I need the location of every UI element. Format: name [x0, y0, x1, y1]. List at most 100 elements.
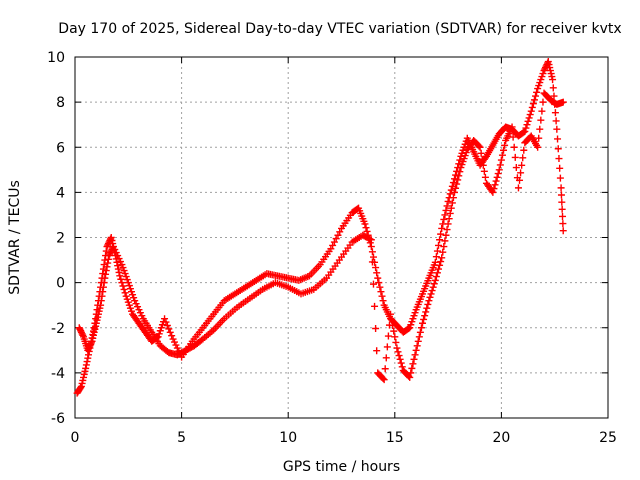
data-point-trace	[405, 325, 413, 333]
data-point-trace	[102, 267, 110, 275]
data-point-trace	[435, 241, 443, 249]
data-point-trace	[440, 215, 448, 223]
x-tick-label: 0	[71, 430, 80, 446]
data-point-trace	[455, 160, 463, 168]
data-point-trace	[430, 280, 438, 288]
data-point-trace	[384, 332, 392, 340]
x-tick-label: 20	[492, 430, 510, 446]
data-point-trace	[113, 258, 121, 266]
data-point-trace	[381, 365, 389, 373]
data-point-trace	[537, 116, 545, 124]
data-point-trace	[524, 117, 532, 125]
data-point-trace	[118, 279, 126, 287]
data-point	[412, 346, 420, 354]
data-point-trace	[411, 351, 419, 359]
data-point-trace	[162, 318, 170, 326]
data-point-trace	[501, 141, 509, 149]
data-point-trace	[79, 331, 87, 339]
data-point-trace	[441, 237, 449, 245]
data-point-trace	[559, 212, 567, 220]
data-point-trace	[426, 293, 434, 301]
data-point-trace	[442, 231, 450, 239]
data-point-trace	[452, 171, 460, 179]
data-point-trace	[104, 259, 112, 267]
data-point	[450, 188, 458, 196]
data-point	[521, 127, 529, 135]
data-point-trace	[435, 265, 443, 273]
data-point-trace	[389, 321, 397, 329]
data-point-trace	[366, 235, 374, 243]
data-point-trace	[98, 292, 106, 300]
data-point	[380, 376, 388, 384]
data-point-trace	[448, 199, 456, 207]
data-point-trace	[452, 184, 460, 192]
data-point-trace	[554, 145, 562, 153]
data-point-trace	[373, 347, 381, 355]
data-point-trace	[369, 253, 377, 261]
data-point-trace	[498, 151, 506, 159]
data-point	[549, 76, 557, 84]
data-point	[101, 274, 109, 282]
data-point-trace	[409, 360, 417, 368]
data-point-trace	[436, 261, 444, 269]
data-point-trace	[97, 297, 105, 305]
data-point-trace	[528, 103, 536, 111]
data-point	[553, 125, 561, 133]
data-point	[559, 98, 567, 106]
data-point-trace	[558, 205, 566, 213]
data-point-trace	[511, 153, 519, 161]
data-point-trace	[479, 161, 487, 169]
data-point	[438, 224, 446, 232]
data-point-trace	[423, 304, 431, 312]
data-point-trace	[526, 111, 534, 119]
data-point-trace	[492, 177, 500, 185]
data-point	[495, 166, 503, 174]
data-point-trace	[368, 248, 376, 256]
data-point-trace	[373, 269, 381, 277]
data-point-trace	[117, 275, 125, 283]
data-point-trace	[523, 121, 531, 129]
data-point	[476, 143, 484, 151]
data-point-trace	[392, 338, 400, 346]
data-point-trace	[428, 287, 436, 295]
data-point	[489, 188, 497, 196]
data-point-trace	[100, 279, 108, 287]
data-point-trace	[475, 142, 483, 150]
data-point-trace	[558, 198, 566, 206]
data-point-trace	[533, 88, 541, 96]
x-tick-label: 15	[386, 430, 404, 446]
y-tick-label: 2	[56, 231, 65, 247]
data-point-trace	[416, 328, 424, 336]
data-point-trace	[433, 269, 441, 277]
data-point-trace	[114, 262, 122, 270]
data-point-trace	[456, 168, 464, 176]
data-point-trace	[520, 146, 528, 154]
data-point-trace	[119, 282, 127, 290]
y-axis-label: SDTVAR / TECUs	[7, 180, 23, 295]
data-point	[406, 373, 414, 381]
data-point-trace	[449, 194, 457, 202]
data-point-trace	[390, 327, 398, 335]
data-point-trace	[413, 342, 421, 350]
data-point	[161, 315, 169, 323]
data-point	[367, 236, 375, 244]
x-tick-label: 25	[599, 430, 617, 446]
y-tick-label: 4	[56, 185, 65, 201]
data-point-trace	[554, 135, 562, 143]
data-point	[450, 175, 458, 183]
data-point-trace	[429, 283, 437, 291]
data-point-trace	[442, 206, 450, 214]
data-point-trace	[394, 348, 402, 356]
data-points	[73, 58, 567, 397]
data-point-trace	[375, 279, 383, 287]
y-tick-label: 0	[56, 276, 65, 292]
data-point-trace	[87, 339, 95, 347]
data-point-trace	[512, 164, 520, 172]
data-point-trace	[552, 117, 560, 125]
data-point-trace	[372, 325, 380, 333]
data-point-trace	[376, 283, 384, 291]
data-point-trace	[395, 352, 403, 360]
data-point-trace	[437, 258, 445, 266]
data-point-trace	[432, 253, 440, 261]
